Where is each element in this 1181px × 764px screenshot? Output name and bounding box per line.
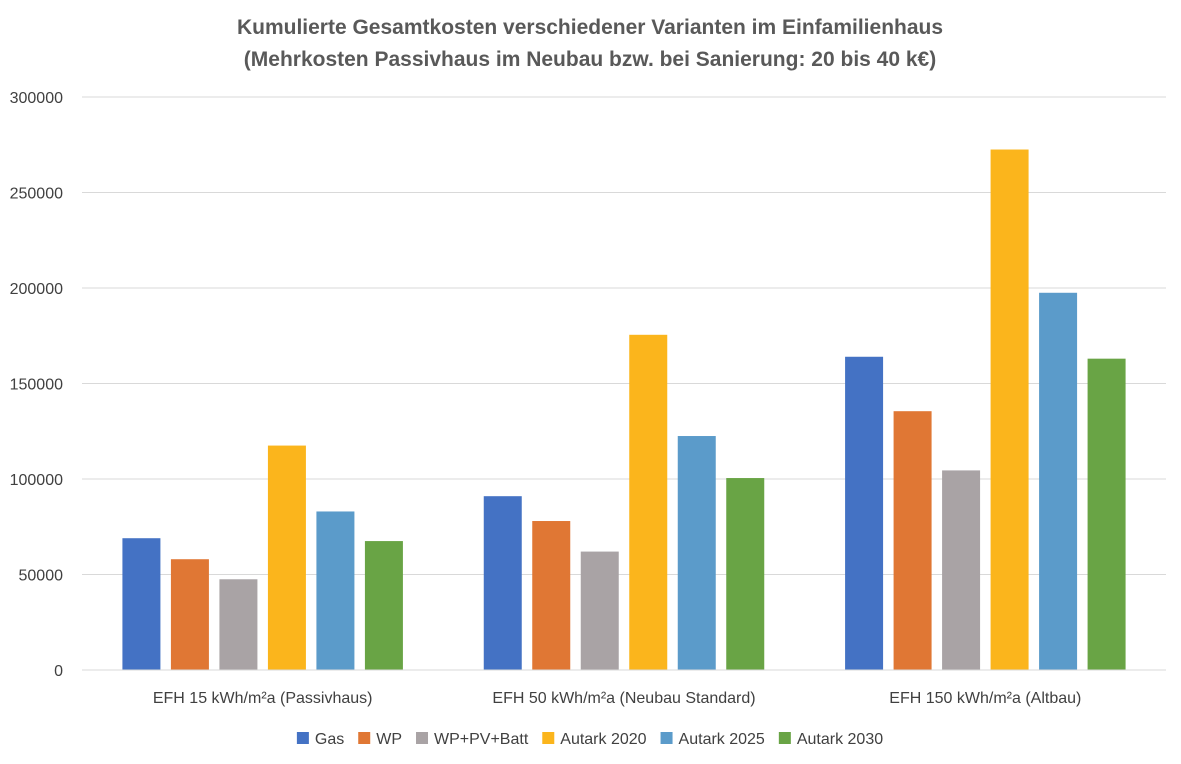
bar-autark-2030-2 xyxy=(1087,358,1126,670)
legend-label: Autark 2020 xyxy=(560,731,646,748)
bar-autark-2020-2 xyxy=(990,149,1029,670)
y-gridlines xyxy=(82,96,1166,575)
bar-autark-2025-1 xyxy=(677,436,716,670)
legend-swatch xyxy=(542,732,555,744)
y-axis-tick-labels: 0 50000 100000 150000 200000 250000 300000 xyxy=(10,90,63,680)
bar-wp-pv-batt-0 xyxy=(219,579,258,670)
y-tick-label: 100000 xyxy=(10,472,63,489)
y-tick-label: 250000 xyxy=(10,186,63,203)
category-labels: EFH 15 kWh/m²a (Passivhaus) EFH 50 kWh/m²… xyxy=(153,690,1082,707)
legend-swatch xyxy=(660,732,673,744)
bar-gas-1 xyxy=(483,496,522,670)
legend-swatch xyxy=(358,732,371,744)
bar-gas-0 xyxy=(122,538,161,670)
y-tick-label: 50000 xyxy=(19,568,64,585)
category-label: EFH 15 kWh/m²a (Passivhaus) xyxy=(153,690,373,707)
legend-swatch xyxy=(416,732,429,744)
legend-label: Gas xyxy=(315,731,344,748)
bar-gas-2 xyxy=(845,356,884,670)
chart-title: Kumulierte Gesamtkosten verschiedener Va… xyxy=(237,16,943,71)
bar-autark-2025-0 xyxy=(316,511,355,670)
chart-title-line-2: (Mehrkosten Passivhaus im Neubau bzw. be… xyxy=(244,48,936,71)
legend-swatch xyxy=(296,732,309,744)
legend-label: WP xyxy=(376,731,402,748)
bar-autark-2030-0 xyxy=(364,541,403,670)
bars xyxy=(122,149,1126,670)
bar-autark-2020-1 xyxy=(629,334,668,670)
y-tick-label: 200000 xyxy=(10,281,63,298)
category-label: EFH 50 kWh/m²a (Neubau Standard) xyxy=(492,690,755,707)
bar-autark-2025-2 xyxy=(1039,292,1078,670)
legend-label: Autark 2025 xyxy=(679,731,765,748)
bar-wp-1 xyxy=(532,521,571,670)
bar-wp-2 xyxy=(893,411,932,670)
y-tick-label: 300000 xyxy=(10,90,63,107)
y-tick-label: 0 xyxy=(54,663,63,680)
legend: Gas WP WP+PV+Batt Autark 2020 Autark 2025 Aut… xyxy=(296,731,883,748)
bar-wp-pv-batt-1 xyxy=(580,551,619,670)
bar-wp-0 xyxy=(170,559,209,670)
bar-autark-2020-0 xyxy=(267,445,306,670)
bar-autark-2030-1 xyxy=(726,478,765,670)
legend-swatch xyxy=(778,732,791,744)
legend-label: WP+PV+Batt xyxy=(434,731,529,748)
legend-label: Autark 2030 xyxy=(797,731,883,748)
bar-wp-pv-batt-2 xyxy=(942,470,981,670)
y-tick-label: 150000 xyxy=(10,377,63,394)
category-label: EFH 150 kWh/m²a (Altbau) xyxy=(889,690,1081,707)
chart-title-line-1: Kumulierte Gesamtkosten verschiedener Va… xyxy=(237,16,943,39)
